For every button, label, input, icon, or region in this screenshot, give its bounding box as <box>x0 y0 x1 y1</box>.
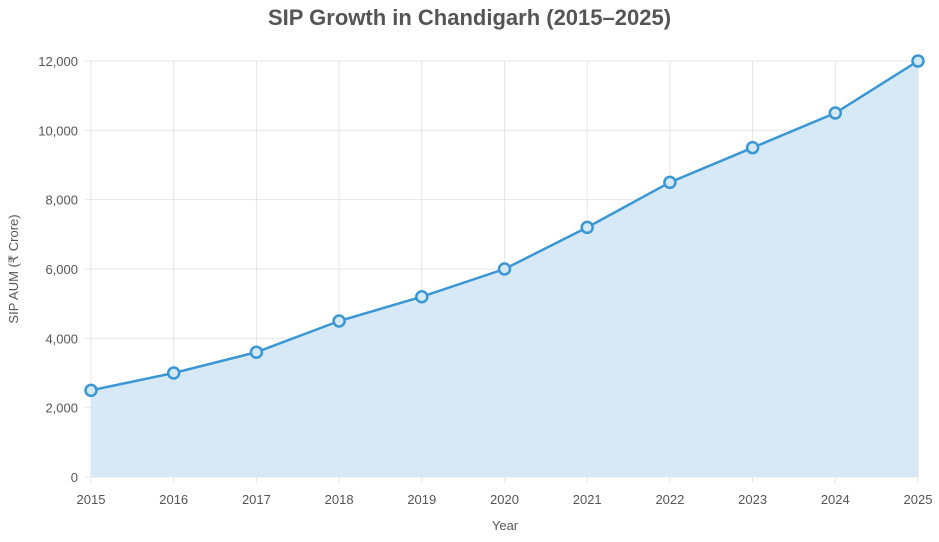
x-tick-label: 2015 <box>77 492 106 507</box>
data-point <box>663 175 677 190</box>
y-tick-label: 12,000 <box>38 54 78 69</box>
data-point <box>745 140 760 155</box>
x-tick-label: 2019 <box>407 492 436 507</box>
chart-title: SIP Growth in Chandigarh (2015–2025) <box>267 5 672 30</box>
y-tick-label: 4,000 <box>45 331 78 346</box>
data-point <box>580 220 594 235</box>
data-point <box>415 289 429 304</box>
x-tick-label: 2025 <box>904 492 933 507</box>
x-tick-label: 2022 <box>655 492 684 507</box>
y-tick-labels: 0 2,000 4,000 6,000 8,000 10,000 12,000 <box>38 54 78 485</box>
x-tick-label: 2017 <box>242 492 271 507</box>
x-tick-label: 2016 <box>159 492 188 507</box>
data-point <box>911 54 925 68</box>
x-tick-label: 2023 <box>738 492 767 507</box>
data-point <box>84 383 98 398</box>
x-tick-label: 2018 <box>325 492 354 507</box>
points-layer <box>84 54 925 398</box>
y-tick-label: 6,000 <box>45 262 78 277</box>
y-tick-label: 2,000 <box>45 401 78 416</box>
y-tick-label: 10,000 <box>38 123 78 138</box>
y-tick-label: 8,000 <box>45 193 78 208</box>
x-tick-labels: 2015 2016 2017 2018 2019 2020 2021 2022 2023 2024… <box>77 492 933 507</box>
x-axis-label: Year <box>492 518 519 533</box>
x-tick-label: 2021 <box>573 492 602 507</box>
data-point <box>828 106 843 120</box>
data-point <box>166 366 181 380</box>
data-point <box>332 314 346 328</box>
x-tick-label: 2020 <box>490 492 519 507</box>
y-tick-label: 0 <box>71 470 78 485</box>
data-point <box>497 262 512 276</box>
y-axis-label: SIP AUM (₹ Crore) <box>6 214 21 323</box>
data-point <box>249 345 264 359</box>
x-tick-label: 2024 <box>821 492 850 507</box>
